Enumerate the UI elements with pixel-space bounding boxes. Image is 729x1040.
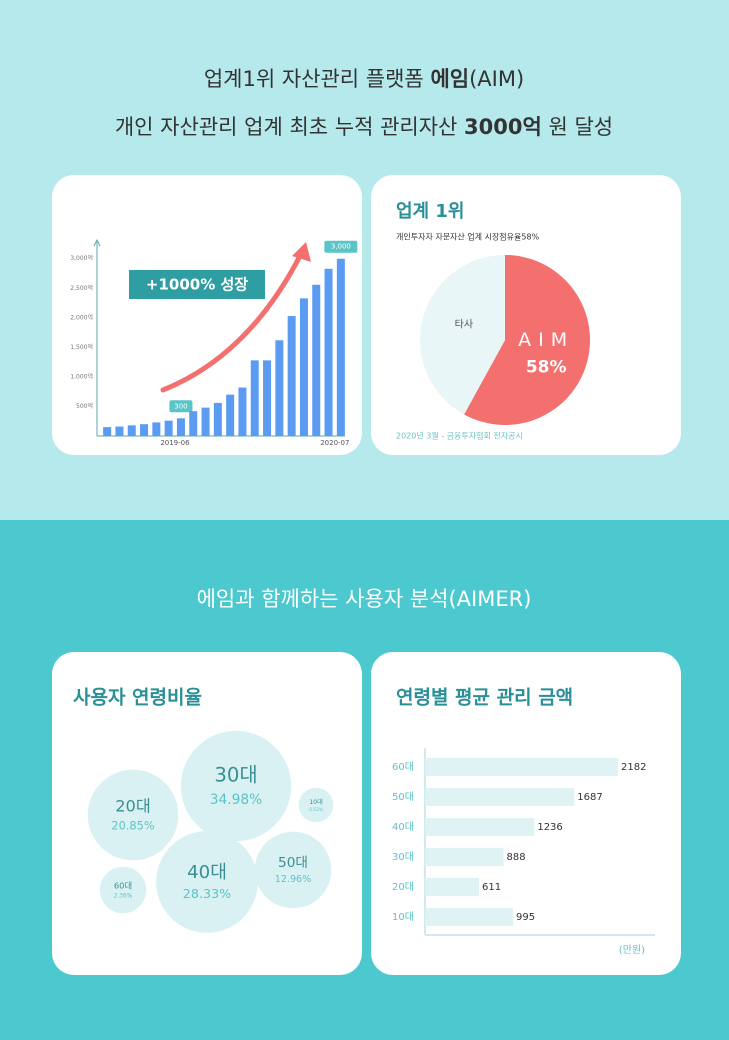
bar: [140, 424, 149, 436]
value-label: 888: [507, 852, 526, 863]
pie-slice: [420, 255, 505, 415]
y-tick-label: 2,500억: [70, 284, 93, 292]
bubble-value: 12.96%: [275, 874, 311, 885]
bar: [336, 258, 345, 436]
headline-part: (AIM): [469, 67, 524, 91]
bar: [275, 340, 284, 436]
growth-arrow: [160, 249, 305, 393]
bubble-value: 2.36%: [114, 893, 133, 899]
bar: [425, 848, 504, 866]
bar: [250, 360, 259, 436]
headline-part: 개인 자산관리 업계 최초 누적 관리자산: [115, 115, 464, 139]
headline-bold: 에임: [430, 67, 469, 91]
value-label: 1687: [577, 792, 602, 803]
bar: [425, 758, 619, 776]
card: [52, 175, 362, 455]
bubble-label: 60대: [114, 880, 132, 890]
bubble: [180, 730, 292, 842]
value-label-box: [169, 400, 193, 413]
pie-slice: [464, 255, 591, 426]
chart-subtitle: 개인투자자 자문자산 업계 시장점유율58%: [396, 232, 540, 242]
bubble-value: 0.53%: [309, 807, 323, 813]
bar: [115, 426, 124, 436]
bar: [103, 427, 112, 436]
y-tick-label: 50대: [392, 791, 414, 803]
bar: [425, 878, 480, 896]
bar: [425, 818, 535, 836]
y-tick-label: 60대: [392, 761, 414, 773]
y-tick-label: 1,500억: [70, 343, 93, 351]
annotation-box: [129, 270, 265, 299]
bar: [127, 425, 136, 436]
y-tick-label: 30대: [392, 851, 414, 863]
y-tick-label: 10대: [392, 911, 414, 923]
bar: [164, 420, 173, 436]
y-tick-label: 3,000억: [70, 254, 93, 262]
value-label: 995: [516, 912, 535, 923]
headline: 업계1위 자산관리 플랫폼 에임(AIM): [204, 67, 524, 91]
chart-title: 연령별 평균 관리 금액: [396, 687, 573, 709]
y-tick-label: 40대: [392, 821, 414, 833]
bar: [263, 360, 272, 436]
unit-label: (만원): [619, 944, 645, 956]
bar: [299, 298, 308, 436]
value-label: 300: [174, 402, 187, 410]
bar: [201, 407, 210, 436]
bubble: [99, 866, 147, 914]
value-label: 2182: [621, 762, 646, 773]
value-label: 1236: [537, 822, 562, 833]
section-title: 에임과 함께하는 사용자 분석(AIMER): [197, 587, 532, 611]
headline-bold: 3000억: [464, 115, 542, 139]
source: 2020년 3월 - 금융투자협회 전자공시: [396, 431, 523, 441]
y-tick-label: 20대: [392, 881, 414, 893]
bubble-label: 50대: [278, 855, 308, 871]
slice-label: 타사: [455, 318, 473, 330]
bubble: [298, 787, 334, 823]
bar: [213, 402, 222, 436]
y-tick-label: 500억: [76, 402, 93, 410]
bar: [425, 788, 575, 806]
headline-part: 업계1위 자산관리 플랫폼: [204, 67, 431, 91]
growth-arrow-head: [292, 242, 311, 262]
bubble: [254, 831, 332, 909]
bar: [226, 394, 235, 436]
bubble-label: 30대: [214, 764, 257, 787]
value-label-box: [324, 240, 358, 253]
bar: [287, 316, 296, 436]
x-tick-label: 2020-07: [320, 439, 349, 447]
bar: [324, 268, 333, 436]
chart-title: 업계 1위: [396, 201, 464, 222]
chart-title: 사용자 연령비율: [73, 687, 202, 709]
y-tick-label: 2,000억: [70, 313, 93, 321]
axis-arrow: [93, 238, 101, 247]
bubble: [87, 769, 179, 861]
bubble-label: 10대: [309, 798, 323, 806]
bubble-value: 20.85%: [111, 818, 154, 832]
headline-part: 원 달성: [542, 115, 613, 139]
bubble-value: 34.98%: [210, 792, 263, 808]
bubble-value: 28.33%: [183, 886, 231, 901]
value-label: 611: [482, 882, 501, 893]
bar: [189, 411, 198, 436]
annotation: +1000% 성장: [146, 276, 248, 294]
bubble-label: 20대: [115, 796, 151, 815]
slice-value: 58%: [526, 358, 567, 378]
bar: [152, 422, 161, 436]
y-tick-label: 1,000억: [70, 372, 93, 380]
bubble: [156, 831, 258, 933]
headline: 개인 자산관리 업계 최초 누적 관리자산 3000억 원 달성: [115, 115, 613, 139]
bar: [238, 387, 247, 436]
bar: [176, 418, 185, 436]
bar: [425, 908, 514, 926]
x-tick-label: 2019-06: [160, 439, 190, 447]
value-label: 3,000: [331, 243, 351, 251]
bar: [312, 284, 321, 436]
bubble-label: 40대: [187, 862, 227, 883]
slice-label: AIM: [518, 329, 574, 351]
